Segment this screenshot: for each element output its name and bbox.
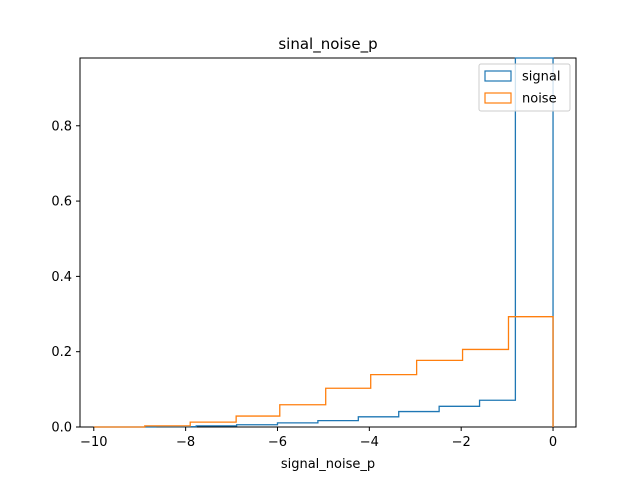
series-layer: [93, 57, 554, 428]
y-tick-label: 0.6: [51, 195, 72, 210]
x-tick-label: −10: [80, 435, 107, 450]
series-noise-step-line: [93, 316, 554, 428]
series-signal-step-line: [93, 57, 554, 428]
y-axis: 0.0 0.2 0.4 0.6 0.8: [51, 119, 80, 436]
x-tick-label: −6: [268, 435, 287, 450]
legend-swatch-signal: [484, 70, 512, 82]
legend-label-signal: signal: [522, 70, 560, 85]
y-tick-label: 0.4: [51, 270, 72, 285]
chart-title: sinal_noise_p: [278, 35, 377, 54]
y-tick-label: 0.2: [51, 345, 72, 360]
axes-frame: [79, 57, 577, 428]
x-tick-label: −4: [360, 435, 379, 450]
legend-box: [478, 63, 571, 112]
x-tick-label: 0: [549, 435, 557, 450]
x-tick-label: −8: [176, 435, 195, 450]
y-tick-label: 0.8: [51, 119, 72, 134]
legend-label-noise: noise: [522, 92, 557, 107]
y-tick-label: 0.0: [51, 421, 72, 436]
legend: signal noise: [478, 63, 571, 112]
legend-swatch-noise: [484, 92, 512, 104]
plot-area: [79, 57, 577, 428]
x-axis-label: signal_noise_p: [281, 457, 375, 472]
x-tick-label: −2: [452, 435, 471, 450]
x-axis: −10 −8 −6 −4 −2 0: [80, 427, 557, 450]
